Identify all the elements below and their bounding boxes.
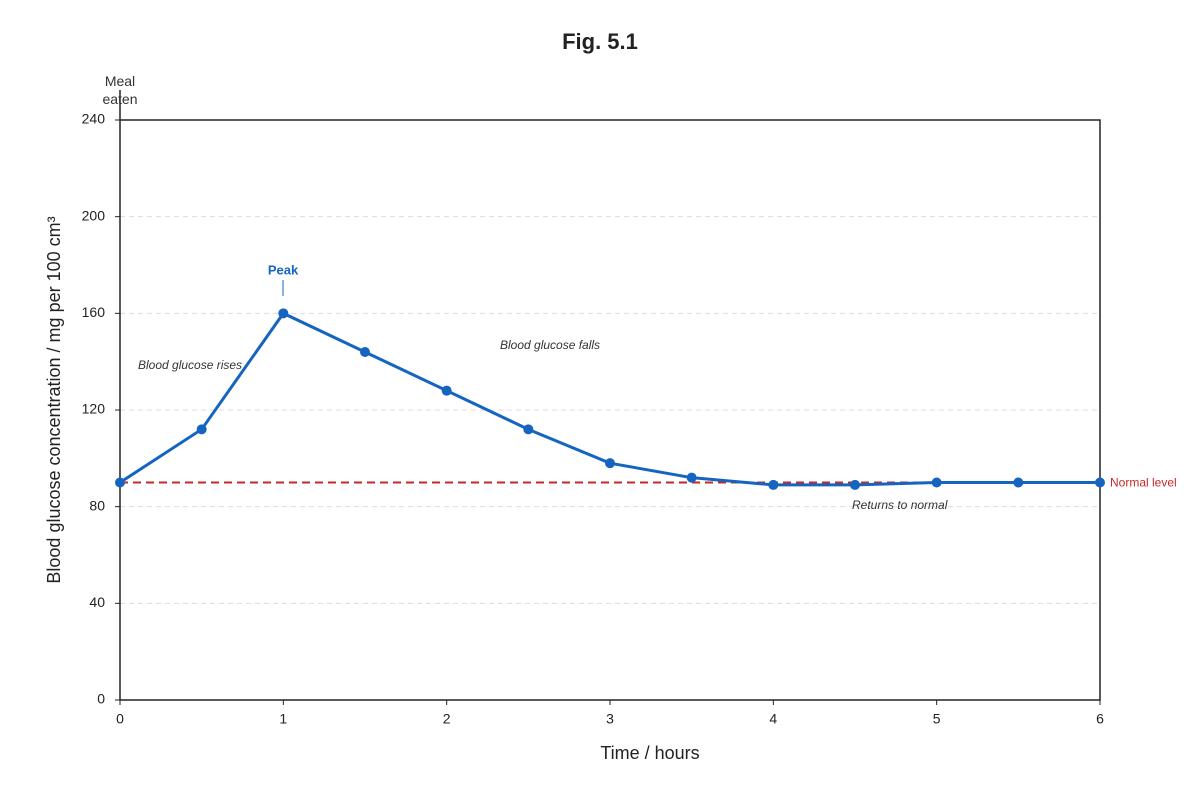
x-tick-label: 3	[606, 711, 614, 727]
annotation: Returns to normal	[852, 498, 948, 512]
y-tick-label: 200	[82, 207, 106, 223]
data-point	[1095, 477, 1105, 488]
y-tick-label: 0	[97, 691, 105, 707]
reference-label: Normal level	[1110, 476, 1177, 490]
y-axis-label: Blood glucose concentration / mg per 100…	[44, 216, 64, 583]
data-point	[115, 477, 125, 488]
data-point	[196, 424, 207, 435]
annotation: Blood glucose rises	[138, 358, 242, 372]
data-point	[931, 477, 942, 488]
meal-marker-label: Meal eaten	[102, 73, 138, 107]
data-point	[686, 472, 697, 483]
data-point	[850, 479, 860, 490]
data-point	[1013, 477, 1024, 488]
data-point	[768, 479, 779, 490]
y-tick-label: 80	[89, 497, 105, 513]
x-tick-label: 5	[933, 711, 941, 727]
data-point	[278, 308, 289, 319]
x-tick-label: 4	[769, 711, 777, 727]
x-tick-label: 1	[279, 711, 287, 727]
x-tick-label: 6	[1096, 711, 1104, 727]
x-tick-label: 0	[116, 711, 124, 727]
x-tick-label: 2	[443, 711, 451, 727]
data-point	[605, 458, 615, 469]
data-point	[360, 347, 370, 357]
x-axis-label: Time / hours	[600, 743, 699, 763]
y-tick-label: 40	[89, 594, 105, 610]
annotation: Blood glucose falls	[500, 338, 600, 352]
y-tick-label: 120	[82, 401, 106, 417]
chart-title: Fig. 5.1	[562, 29, 638, 54]
data-point	[523, 424, 534, 435]
annotation: Peak	[268, 262, 299, 277]
plot-frame	[119, 119, 1101, 701]
y-tick-label: 240	[82, 111, 106, 127]
y-tick-label: 160	[82, 304, 106, 320]
data-point	[441, 385, 452, 396]
